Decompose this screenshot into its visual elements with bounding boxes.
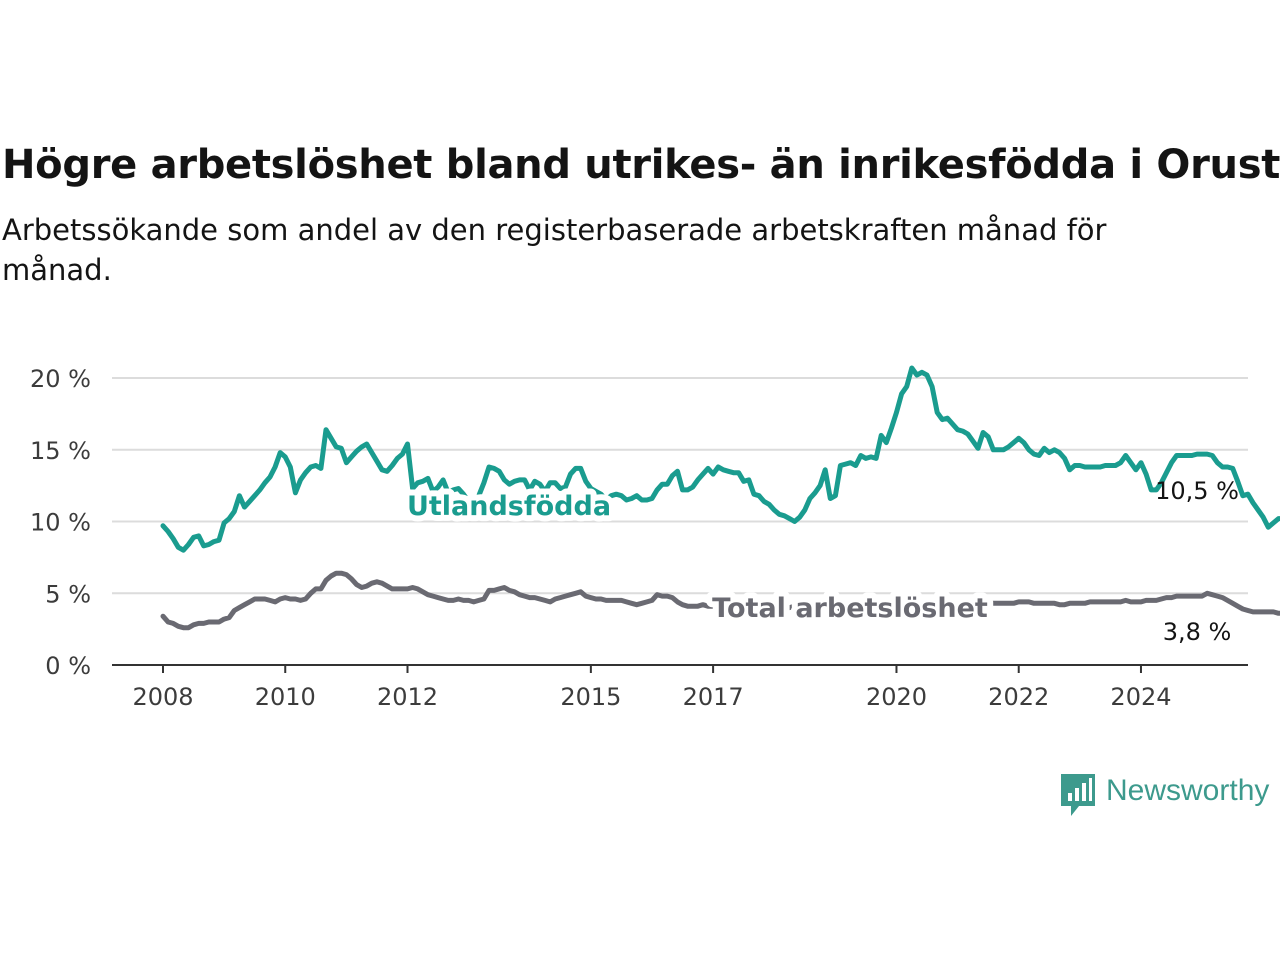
x-tick-label: 2015 [560, 683, 621, 711]
chart-title: Högre arbetslöshet bland utrikes- än inr… [2, 142, 1280, 188]
y-tick-label: 15 % [30, 437, 91, 465]
x-tick-label: 2008 [132, 683, 193, 711]
y-tick-label: 0 % [45, 652, 91, 680]
series-label-total: Total arbetslöshet [712, 593, 988, 624]
x-tick-label: 2020 [866, 683, 927, 711]
newsworthy-logo: Newsworthy [1059, 772, 1279, 820]
newsworthy-wordmark: Newsworthy [1106, 774, 1270, 807]
series-line-utlandsfodda [160, 365, 1280, 553]
x-axis: 2008 2010 2012 2015 2017 2020 2022 2024 [112, 664, 1248, 711]
x-tick-label: 2010 [255, 683, 316, 711]
y-tick-label: 10 % [30, 509, 91, 537]
y-tick-label: 20 % [30, 365, 91, 393]
y-tick-label: 5 % [45, 580, 91, 608]
chart-subtitle: Arbetssökande som andel av den registerb… [2, 213, 1107, 287]
x-tick-label: 2022 [988, 683, 1049, 711]
x-tick-label: 2012 [377, 683, 438, 711]
end-value-label-utlandsfodda: 10,5 % [1155, 477, 1239, 505]
series-lines [160, 365, 1280, 631]
x-tick-label: 2024 [1110, 683, 1171, 711]
y-axis-ticks: 0 % 5 % 10 % 15 % 20 % [30, 365, 91, 680]
bar-chart-speech-bubble-icon [1061, 774, 1095, 816]
x-tick-label: 2017 [683, 683, 744, 711]
series-labels: Utlandsfödda Total arbetslöshet 10,5 % 3,8 … [401, 477, 1239, 646]
series-label-utlandsfodda: Utlandsfödda [407, 491, 611, 522]
end-value-label-total: 3,8 % [1163, 618, 1232, 646]
series-line-total [160, 570, 1280, 631]
